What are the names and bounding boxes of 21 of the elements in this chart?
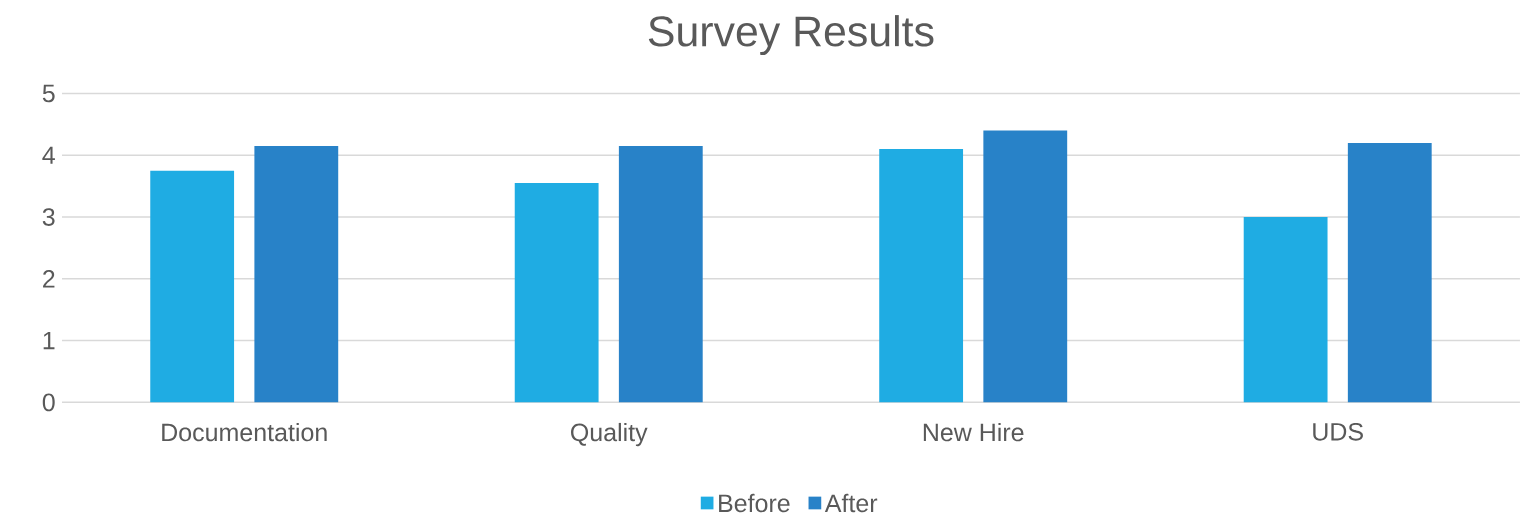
x-tick-label: Documentation <box>162 423 327 442</box>
y-tick-label: 0 <box>42 393 55 412</box>
bar <box>1243 217 1328 403</box>
chart-title: Survey Results <box>648 15 934 56</box>
y-tick-label: 3 <box>42 208 55 226</box>
x-tick-label: New Hire <box>923 423 1024 442</box>
x-tick-label: UDS <box>1313 423 1363 441</box>
x-tick-label: Quality <box>571 423 648 447</box>
bar <box>618 146 703 403</box>
y-tick-label: 1 <box>43 332 55 350</box>
bar <box>514 183 599 403</box>
bar <box>254 146 339 403</box>
y-tick-label: 4 <box>42 146 55 164</box>
legend-label: After <box>824 493 878 513</box>
bar <box>1347 143 1432 403</box>
bar <box>150 170 235 403</box>
bar <box>879 149 964 403</box>
y-tick-label: 5 <box>42 84 55 103</box>
legend-label: Before <box>719 493 790 513</box>
bar <box>983 130 1068 403</box>
y-tick-label: 2 <box>43 270 55 288</box>
